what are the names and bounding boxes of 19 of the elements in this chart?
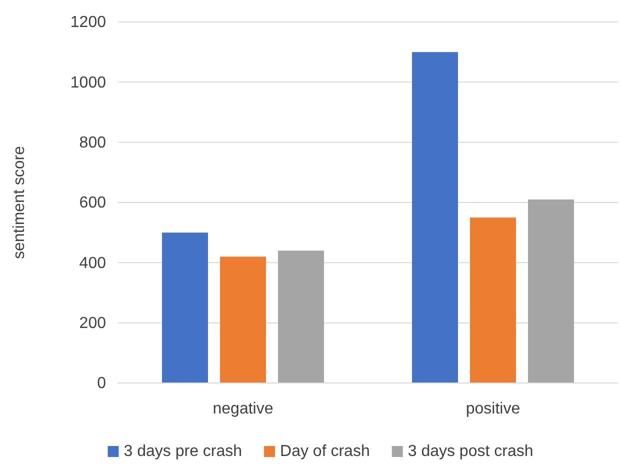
y-tick-label: 1200 [70, 14, 106, 32]
y-tick-label: 400 [79, 254, 106, 272]
bar [162, 232, 208, 383]
y-tick-label: 1000 [70, 74, 106, 92]
y-axis-title: sentiment score [11, 146, 28, 259]
bar [220, 256, 266, 383]
x-tick-label: negative [212, 400, 274, 418]
y-tick-label: 800 [79, 134, 106, 152]
legend-label: 3 days post crash [408, 443, 534, 460]
legend-label: Day of crash [280, 443, 370, 460]
y-tick-label: 0 [97, 375, 106, 392]
legend-label: 3 days pre crash [124, 443, 242, 460]
bar [470, 218, 516, 383]
bar [528, 199, 574, 383]
y-tick-label: 600 [79, 194, 106, 212]
y-tick-label: 200 [79, 314, 106, 332]
bar [278, 250, 324, 383]
x-tick-label: positive [466, 400, 520, 418]
bar [412, 52, 458, 383]
